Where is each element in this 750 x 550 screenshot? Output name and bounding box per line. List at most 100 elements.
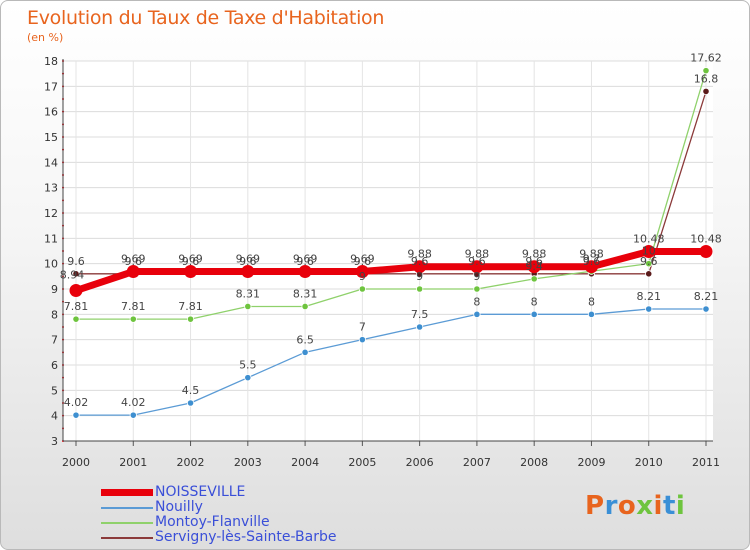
x-tick-label: 2002 [177, 456, 205, 469]
data-label: 4.5 [182, 384, 200, 397]
logo-letter: i [675, 491, 686, 521]
data-point [358, 285, 366, 293]
data-label: 9.88 [522, 248, 547, 261]
data-label: 6.5 [296, 333, 314, 346]
data-point [470, 260, 484, 274]
x-tick-label: 2005 [348, 456, 376, 469]
x-tick-label: 2001 [119, 456, 147, 469]
data-point [129, 315, 137, 323]
y-tick-label: 14 [44, 156, 58, 169]
data-point [527, 260, 541, 274]
data-label: 7.81 [64, 300, 89, 313]
data-point [301, 302, 309, 311]
data-point [473, 310, 481, 318]
y-tick-label: 9 [51, 283, 58, 296]
data-label: 7 [359, 321, 366, 334]
data-label: 9.6 [239, 255, 257, 268]
y-tick-label: 18 [44, 55, 58, 68]
data-label: 9.6 [296, 255, 314, 268]
data-point [584, 260, 598, 274]
y-tick-label: 16 [44, 106, 58, 119]
data-point [587, 310, 596, 318]
series-line-2 [75, 69, 707, 320]
data-label: 8.94 [60, 269, 85, 282]
data-point [530, 275, 538, 283]
y-tick-label: 13 [44, 182, 58, 195]
data-point [645, 260, 653, 268]
data-point [355, 265, 369, 279]
data-label: 8.21 [694, 290, 719, 303]
data-label: 8.31 [293, 287, 318, 300]
data-point [129, 411, 137, 419]
y-tick-label: 17 [44, 80, 58, 93]
legend-label: Montoy-Flanville [155, 514, 270, 530]
legend-item: NOISSEVILLE [101, 485, 401, 500]
x-tick-label: 2011 [692, 456, 720, 469]
data-point [72, 270, 80, 278]
data-label: 10 [642, 245, 656, 258]
data-label: 8 [588, 295, 595, 308]
data-point [298, 265, 312, 279]
logo-letter: o [617, 491, 637, 521]
chart-title: Evolution du Taux de Taxe d'Habitation [27, 7, 385, 29]
data-point [645, 270, 653, 278]
y-tick-label: 3 [51, 435, 58, 448]
chart-legend: NOISSEVILLE Nouilly Montoy-Flanville Servig… [101, 485, 401, 545]
series-line-0 [72, 248, 710, 295]
data-label: 10.48 [690, 233, 722, 246]
y-tick-label: 8 [51, 308, 58, 321]
data-point [702, 87, 710, 96]
data-label: 9.6 [125, 255, 143, 268]
data-point [530, 310, 538, 318]
legend-swatch [101, 522, 153, 524]
data-point [244, 374, 252, 382]
data-point [184, 265, 198, 279]
x-tick-label: 2010 [635, 456, 663, 469]
data-point [702, 67, 710, 75]
data-point [126, 265, 140, 279]
data-label: 9.6 [182, 255, 200, 268]
data-label: 9.6 [583, 255, 601, 268]
y-tick-label: 6 [51, 359, 58, 372]
logo-letter: t [662, 491, 676, 521]
data-label: 9.4 [525, 260, 543, 273]
logo-text: Proxiti [585, 491, 685, 521]
y-tick-label: 11 [44, 232, 58, 245]
data-point [244, 302, 252, 311]
logo-letter: r [604, 491, 618, 521]
data-label: 7.81 [121, 300, 146, 313]
chart-subtitle: (en %) [27, 31, 64, 44]
data-label: 17.62 [690, 52, 722, 65]
y-tick-label: 10 [44, 258, 58, 271]
data-label: 10.48 [633, 233, 665, 246]
data-label: 4.02 [121, 396, 146, 409]
data-label: 8.21 [636, 290, 661, 303]
y-tick-label: 15 [44, 131, 58, 144]
data-label: 9.69 [121, 253, 146, 266]
data-point [358, 336, 366, 344]
data-label: 9.6 [67, 255, 85, 268]
legend-label: Servigny-lès-Sainte-Barbe [155, 529, 337, 545]
x-tick-label: 2000 [62, 456, 90, 469]
data-label: 9.88 [465, 248, 490, 261]
data-label: 9 [473, 270, 480, 283]
data-label: 9.69 [236, 253, 261, 266]
data-label: 9.88 [579, 248, 604, 261]
data-label: 9.6 [354, 255, 372, 268]
proxiti-logo: Proxiti [585, 491, 685, 521]
x-tick-label: 2004 [291, 456, 319, 469]
logo-letter: P [585, 491, 605, 521]
legend-swatch [101, 537, 153, 539]
data-point [416, 285, 424, 293]
data-point [69, 284, 83, 298]
data-label: 9 [359, 270, 366, 283]
data-point [72, 411, 80, 419]
data-point [645, 305, 653, 313]
legend-swatch [101, 489, 153, 496]
legend-item: Nouilly [101, 500, 401, 515]
data-label: 5.5 [239, 359, 257, 372]
data-point [699, 245, 713, 259]
x-tick-label: 2008 [520, 456, 548, 469]
y-tick-label: 7 [51, 334, 58, 347]
